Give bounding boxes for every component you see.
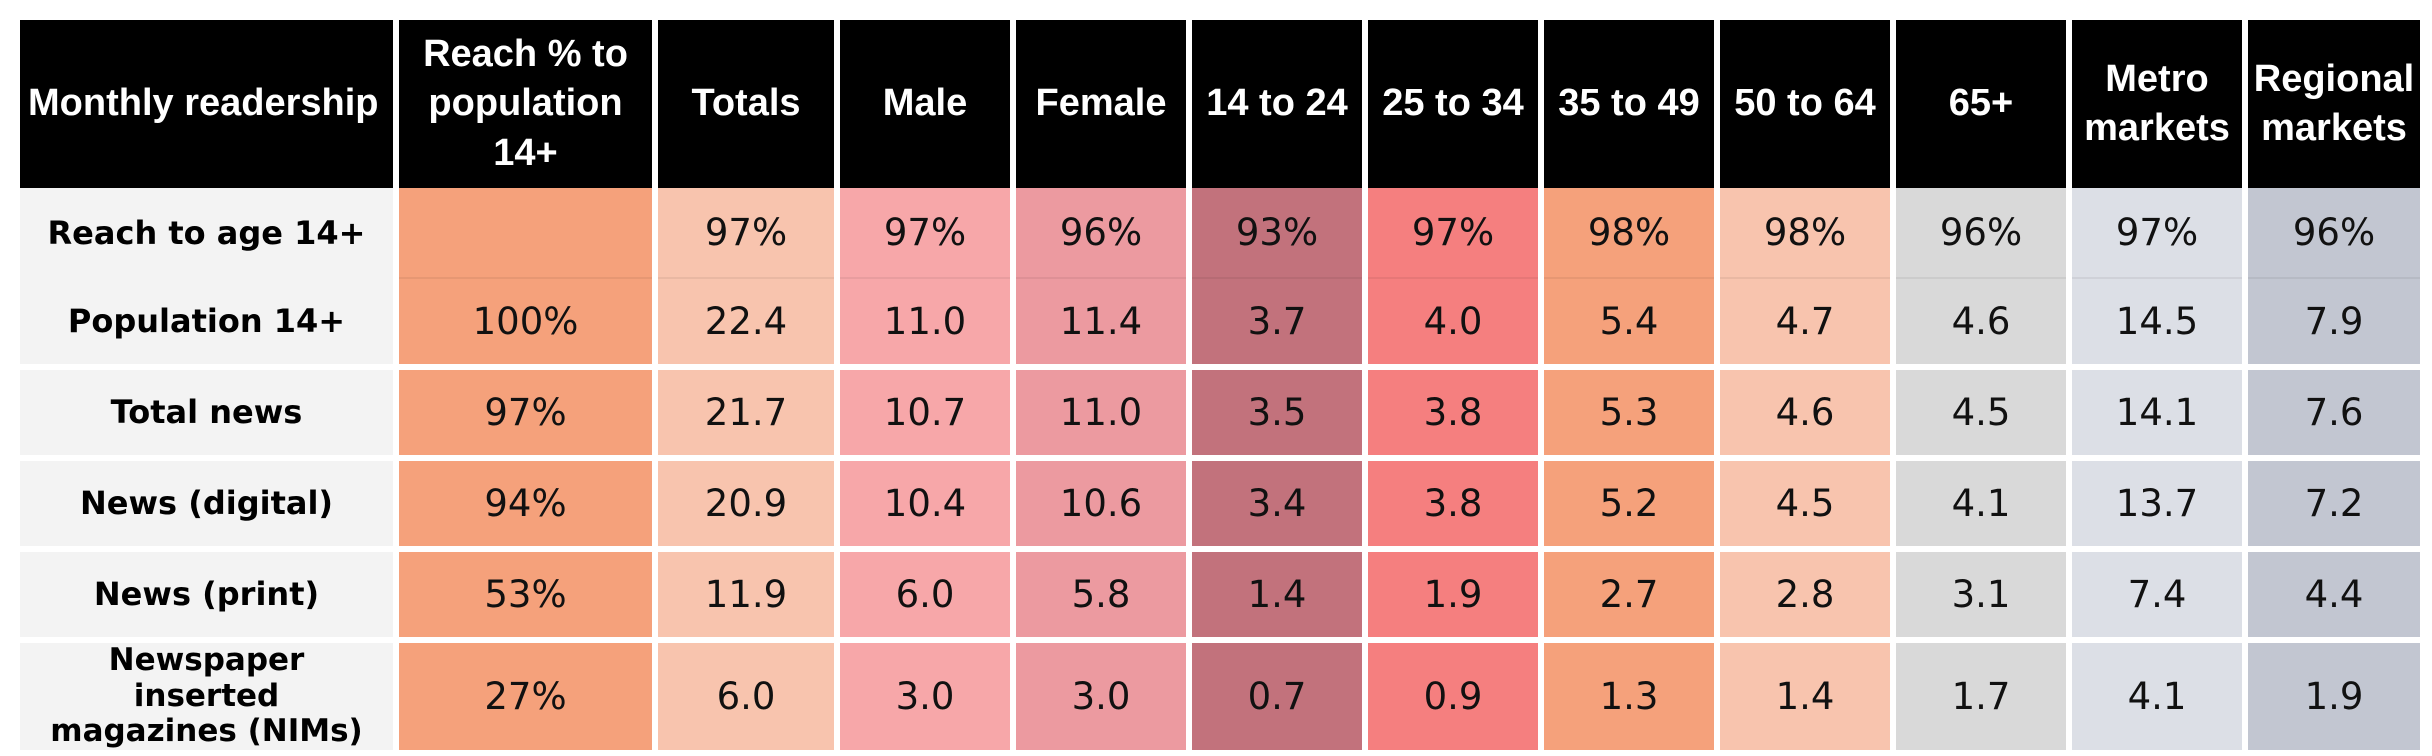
cell-regional-markets: 4.4: [2245, 549, 2420, 643]
cell-female: 96%: [1013, 188, 1192, 279]
cell-totals: 6.0: [655, 640, 840, 756]
cell-reach: [396, 188, 658, 279]
column-header-35-to-49: 35 to 49: [1541, 20, 1720, 188]
cell-male: 10.7: [837, 367, 1016, 461]
header-row: Monthly readership Reach % to population…: [20, 20, 2420, 188]
row-label: News (digital): [20, 458, 399, 552]
cell-totals: 11.9: [655, 549, 840, 643]
row-label: Newspaper inserted magazines (NIMs): [20, 640, 399, 756]
cell-25-to-34: 1.9: [1365, 549, 1544, 643]
cell-25-to-34: 3.8: [1365, 367, 1544, 461]
column-header-male: Male: [837, 20, 1016, 188]
cell-regional-markets: 1.9: [2245, 640, 2420, 756]
column-header-totals: Totals: [655, 20, 840, 188]
cell-35-to-49: 5.3: [1541, 367, 1720, 461]
table-row: News (print) 53% 11.9 6.0 5.8 1.4 1.9 2.7 2.8 3.1…: [20, 549, 2420, 643]
column-header-monthly-readership: Monthly readership: [20, 20, 399, 188]
cell-totals: 22.4: [655, 278, 840, 370]
cell-25-to-34: 3.8: [1365, 458, 1544, 552]
readership-table: Monthly readership Reach % to population…: [20, 20, 2420, 756]
cell-metro-markets: 7.4: [2069, 549, 2248, 643]
cell-50-to-64: 1.4: [1717, 640, 1896, 756]
cell-regional-markets: 7.2: [2245, 458, 2420, 552]
cell-metro-markets: 13.7: [2069, 458, 2248, 552]
row-label: Population 14+: [20, 278, 399, 370]
table-row: Population 14+ 100% 22.4 11.0 11.4 3.7 4.0 5.4 4…: [20, 278, 2420, 370]
cell-regional-markets: 7.9: [2245, 278, 2420, 370]
cell-65-plus: 3.1: [1893, 549, 2072, 643]
cell-male: 3.0: [837, 640, 1016, 756]
cell-14-to-24: 3.4: [1189, 458, 1368, 552]
cell-14-to-24: 0.7: [1189, 640, 1368, 756]
cell-25-to-34: 4.0: [1365, 278, 1544, 370]
column-header-regional-markets: Regional markets: [2245, 20, 2420, 188]
cell-65-plus: 4.1: [1893, 458, 2072, 552]
cell-14-to-24: 1.4: [1189, 549, 1368, 643]
cell-65-plus: 96%: [1893, 188, 2072, 279]
column-header-25-to-34: 25 to 34: [1365, 20, 1544, 188]
cell-50-to-64: 98%: [1717, 188, 1896, 279]
cell-35-to-49: 1.3: [1541, 640, 1720, 756]
cell-reach: 100%: [396, 278, 658, 370]
table-row: Reach to age 14+ 97% 97% 96% 93% 97% 98% 98% 96%…: [20, 188, 2420, 279]
row-label: Total news: [20, 367, 399, 461]
row-label: Reach to age 14+: [20, 188, 399, 278]
cell-female: 10.6: [1013, 458, 1192, 552]
cell-35-to-49: 5.4: [1541, 278, 1720, 370]
cell-female: 5.8: [1013, 549, 1192, 643]
cell-50-to-64: 4.6: [1717, 367, 1896, 461]
cell-female: 11.0: [1013, 367, 1192, 461]
cell-male: 11.0: [837, 278, 1016, 370]
table-body: Reach to age 14+ 97% 97% 96% 93% 97% 98% 98% 96%…: [20, 188, 2420, 756]
cell-metro-markets: 97%: [2069, 188, 2248, 279]
cell-50-to-64: 2.8: [1717, 549, 1896, 643]
cell-50-to-64: 4.7: [1717, 278, 1896, 370]
cell-25-to-34: 0.9: [1365, 640, 1544, 756]
cell-metro-markets: 14.1: [2069, 367, 2248, 461]
cell-totals: 21.7: [655, 367, 840, 461]
column-header-female: Female: [1013, 20, 1192, 188]
cell-35-to-49: 5.2: [1541, 458, 1720, 552]
cell-regional-markets: 96%: [2245, 188, 2420, 279]
cell-reach: 53%: [396, 549, 658, 643]
cell-14-to-24: 3.7: [1189, 278, 1368, 370]
cell-reach: 27%: [396, 640, 658, 756]
cell-metro-markets: 14.5: [2069, 278, 2248, 370]
column-header-14-to-24: 14 to 24: [1189, 20, 1368, 188]
cell-metro-markets: 4.1: [2069, 640, 2248, 756]
cell-14-to-24: 93%: [1189, 188, 1368, 279]
cell-35-to-49: 2.7: [1541, 549, 1720, 643]
table-row: News (digital) 94% 20.9 10.4 10.6 3.4 3.8 5.2 4.…: [20, 458, 2420, 552]
cell-female: 11.4: [1013, 278, 1192, 370]
column-header-reach: Reach % to population 14+: [396, 20, 658, 188]
cell-35-to-49: 98%: [1541, 188, 1720, 279]
cell-14-to-24: 3.5: [1189, 367, 1368, 461]
cell-reach: 97%: [396, 367, 658, 461]
cell-reach: 94%: [396, 458, 658, 552]
cell-65-plus: 4.5: [1893, 367, 2072, 461]
column-header-metro-markets: Metro markets: [2069, 20, 2248, 188]
cell-25-to-34: 97%: [1365, 188, 1544, 279]
table-row: Total news 97% 21.7 10.7 11.0 3.5 3.8 5.3 4.6 4.5…: [20, 367, 2420, 461]
column-header-50-to-64: 50 to 64: [1717, 20, 1896, 188]
cell-male: 97%: [837, 188, 1016, 279]
cell-50-to-64: 4.5: [1717, 458, 1896, 552]
cell-female: 3.0: [1013, 640, 1192, 756]
cell-regional-markets: 7.6: [2245, 367, 2420, 461]
cell-65-plus: 4.6: [1893, 278, 2072, 370]
cell-totals: 20.9: [655, 458, 840, 552]
column-header-65-plus: 65+: [1893, 20, 2072, 188]
cell-male: 6.0: [837, 549, 1016, 643]
cell-totals: 97%: [655, 188, 840, 279]
cell-65-plus: 1.7: [1893, 640, 2072, 756]
cell-male: 10.4: [837, 458, 1016, 552]
row-label: News (print): [20, 549, 399, 643]
table-row: Newspaper inserted magazines (NIMs) 27% 6.…: [20, 640, 2420, 756]
